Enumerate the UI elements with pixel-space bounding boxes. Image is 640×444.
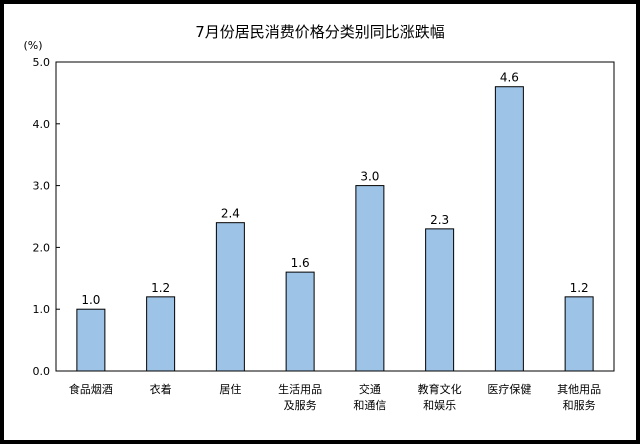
- x-category-label: 和通信: [353, 399, 386, 412]
- x-category-label: 生活用品: [278, 382, 322, 396]
- bar-value-label: 4.6: [500, 71, 519, 85]
- bars-group: [76, 86, 594, 372]
- bar-value-label: 1.0: [81, 293, 100, 307]
- x-category-label: 和娱乐: [423, 398, 456, 412]
- x-category-label: 其他用品: [557, 383, 601, 396]
- bar: [146, 296, 176, 372]
- bar: [564, 296, 594, 372]
- y-tick-label: 1.0: [33, 303, 51, 316]
- y-tick-label: 5.0: [33, 56, 51, 69]
- y-tick-label: 0.0: [33, 365, 51, 378]
- data-labels-group: 1.0 1.2 2.4 1.6 3.0 2.3 4.6 1.2: [81, 71, 588, 307]
- bar: [355, 185, 385, 372]
- x-category-label: 居住: [219, 382, 241, 396]
- y-tick-label: 2.0: [33, 241, 51, 254]
- y-tick-label: 4.0: [33, 118, 51, 131]
- bar: [215, 222, 245, 372]
- x-category-label: 教育文化: [418, 382, 462, 396]
- x-category-label: 衣着: [150, 382, 172, 396]
- bar: [285, 271, 315, 372]
- x-category-label: 及服务: [284, 399, 317, 412]
- bar-value-label: 1.2: [570, 281, 589, 295]
- chart-frame: 7月份居民消费价格分类别同比涨跌幅 (%) 0.0 1.0 2.0 3.0 4.0 5.0…: [4, 4, 636, 440]
- bar: [494, 86, 524, 372]
- x-category-label: 和服务: [563, 399, 596, 412]
- y-axis-unit-label: (%): [23, 39, 42, 52]
- y-axis: 0.0 1.0 2.0 3.0 4.0 5.0: [33, 56, 60, 378]
- bar-chart: 7月份居民消费价格分类别同比涨跌幅 (%) 0.0 1.0 2.0 3.0 4.0 5.0…: [23, 23, 615, 412]
- bar-value-label: 1.2: [151, 281, 170, 295]
- x-category-label: 食品烟酒: [69, 382, 113, 396]
- chart-title: 7月份居民消费价格分类别同比涨跌幅: [195, 23, 445, 41]
- y-tick-label: 3.0: [33, 180, 51, 193]
- bar-value-label: 2.3: [430, 213, 449, 227]
- plot-area: [55, 61, 615, 372]
- bar-value-label: 1.6: [291, 256, 310, 270]
- bar: [76, 308, 106, 372]
- x-category-label: 医疗保健: [487, 382, 531, 396]
- x-category-label: 交通: [359, 382, 381, 396]
- bar-value-label: 2.4: [221, 207, 240, 221]
- bar-value-label: 3.0: [360, 170, 379, 184]
- bar: [425, 228, 455, 372]
